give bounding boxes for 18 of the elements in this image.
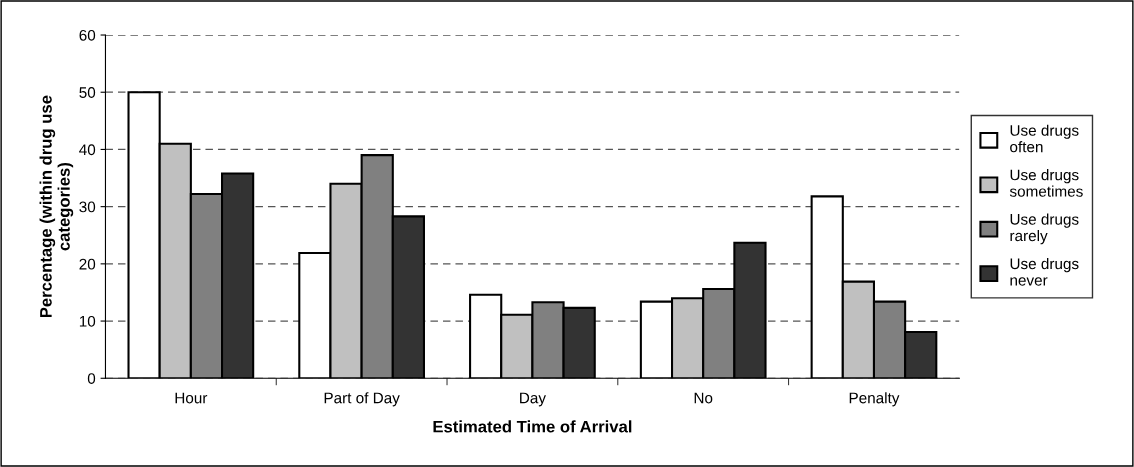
x-tick-label: Part of Day (324, 392, 400, 407)
legend-label: Use drugs rarely (1010, 213, 1079, 245)
x-tick-label: No (694, 392, 713, 404)
y-tick-label: 0 (87, 373, 96, 384)
x-axis-title: Estimated Time of Arrival (433, 420, 632, 433)
y-tick-label: 20 (79, 258, 96, 270)
y-tick-label: 60 (79, 29, 96, 41)
legend-label: Use drugs sometimes (1009, 169, 1083, 197)
x-tick-label: Day (520, 392, 546, 407)
y-tick-label: 10 (79, 315, 96, 327)
y-tick-label: 40 (79, 144, 96, 156)
y-axis-title: Percentage (within drug use categories) (39, 95, 74, 318)
legend-label: Use drugs often (1010, 124, 1079, 153)
y-tick-label: 30 (79, 201, 96, 213)
legend-label: Use drugs never (1010, 257, 1079, 286)
x-tick-label: Penalty (849, 392, 900, 407)
x-tick-label: Hour (175, 392, 208, 404)
y-tick-label: 50 (79, 87, 96, 98)
